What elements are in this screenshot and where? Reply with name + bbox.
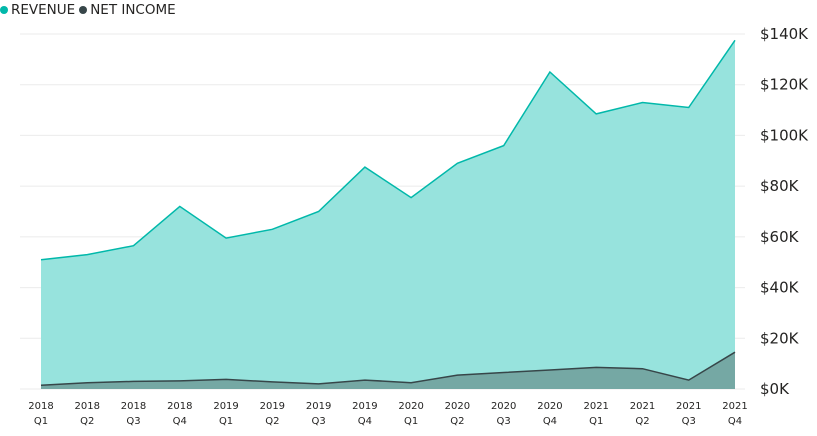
x-tick-label-year: 2019 bbox=[306, 401, 331, 412]
y-tick-label: $100K bbox=[760, 126, 809, 144]
x-tick-label-year: 2021 bbox=[722, 401, 747, 412]
chart-legend: REVENUE NET INCOME bbox=[0, 1, 180, 19]
x-tick-label-quarter: Q1 bbox=[404, 416, 418, 427]
x-tick-label-quarter: Q1 bbox=[219, 416, 233, 427]
x-tick-label-year: 2020 bbox=[537, 401, 562, 412]
x-tick-label-quarter: Q2 bbox=[635, 416, 649, 427]
x-tick-label-quarter: Q3 bbox=[126, 416, 140, 427]
y-axis: $0K $20K $40K $60K $80K $100K $120K $140K bbox=[760, 25, 809, 398]
x-tick-label-quarter: Q3 bbox=[311, 416, 325, 427]
y-tick-label: $60K bbox=[760, 228, 800, 246]
x-tick-label-quarter: Q4 bbox=[728, 416, 742, 427]
legend-dot-icon bbox=[79, 6, 88, 14]
legend-label-net-income: NET INCOME bbox=[90, 2, 176, 18]
legend-label-revenue: REVENUE bbox=[11, 2, 76, 18]
legend-dot-icon bbox=[0, 6, 8, 14]
y-tick-label: $80K bbox=[760, 177, 800, 195]
x-tick-label-quarter: Q2 bbox=[80, 416, 94, 427]
x-tick-label-quarter: Q1 bbox=[589, 416, 603, 427]
x-axis: 2018 Q1 2018 Q2 2018 Q3 2018 Q4 2019 Q1 2019 Q2 2019… bbox=[28, 401, 747, 427]
x-tick-label-quarter: Q2 bbox=[265, 416, 279, 427]
x-tick-label-year: 2021 bbox=[676, 401, 701, 412]
x-tick-label-year: 2019 bbox=[213, 401, 238, 412]
x-tick-label-year: 2019 bbox=[260, 401, 285, 412]
y-tick-label: $120K bbox=[760, 76, 809, 94]
x-tick-label-quarter: Q4 bbox=[543, 416, 557, 427]
y-tick-label: $20K bbox=[760, 329, 800, 347]
x-tick-label-year: 2018 bbox=[75, 401, 100, 412]
x-tick-label-year: 2020 bbox=[445, 401, 470, 412]
x-tick-label-quarter: Q3 bbox=[497, 416, 511, 427]
area-revenue[interactable] bbox=[41, 40, 735, 390]
x-tick-label-year: 2019 bbox=[352, 401, 377, 412]
y-tick-label: $40K bbox=[760, 279, 800, 297]
x-tick-label-quarter: Q1 bbox=[34, 416, 48, 427]
chart-areas bbox=[40, 39, 736, 390]
x-tick-label-quarter: Q2 bbox=[450, 416, 464, 427]
x-tick-label-quarter: Q4 bbox=[358, 416, 372, 427]
x-tick-label-year: 2018 bbox=[28, 401, 53, 412]
line-net-income[interactable] bbox=[40, 351, 736, 386]
x-tick-label-year: 2021 bbox=[583, 401, 608, 412]
x-tick-label-quarter: Q4 bbox=[173, 416, 187, 427]
x-tick-label-year: 2021 bbox=[630, 401, 655, 412]
x-tick-label-year: 2020 bbox=[398, 401, 423, 412]
x-tick-label-year: 2018 bbox=[167, 401, 192, 412]
x-tick-label-quarter: Q3 bbox=[682, 416, 696, 427]
y-tick-label: $0K bbox=[760, 380, 790, 398]
legend-item-net-income[interactable]: NET INCOME bbox=[79, 2, 176, 18]
y-tick-label: $140K bbox=[760, 25, 809, 43]
legend-item-revenue[interactable]: REVENUE bbox=[0, 2, 75, 18]
x-tick-label-year: 2020 bbox=[491, 401, 516, 412]
line-revenue[interactable] bbox=[40, 39, 736, 261]
x-tick-label-year: 2018 bbox=[121, 401, 146, 412]
